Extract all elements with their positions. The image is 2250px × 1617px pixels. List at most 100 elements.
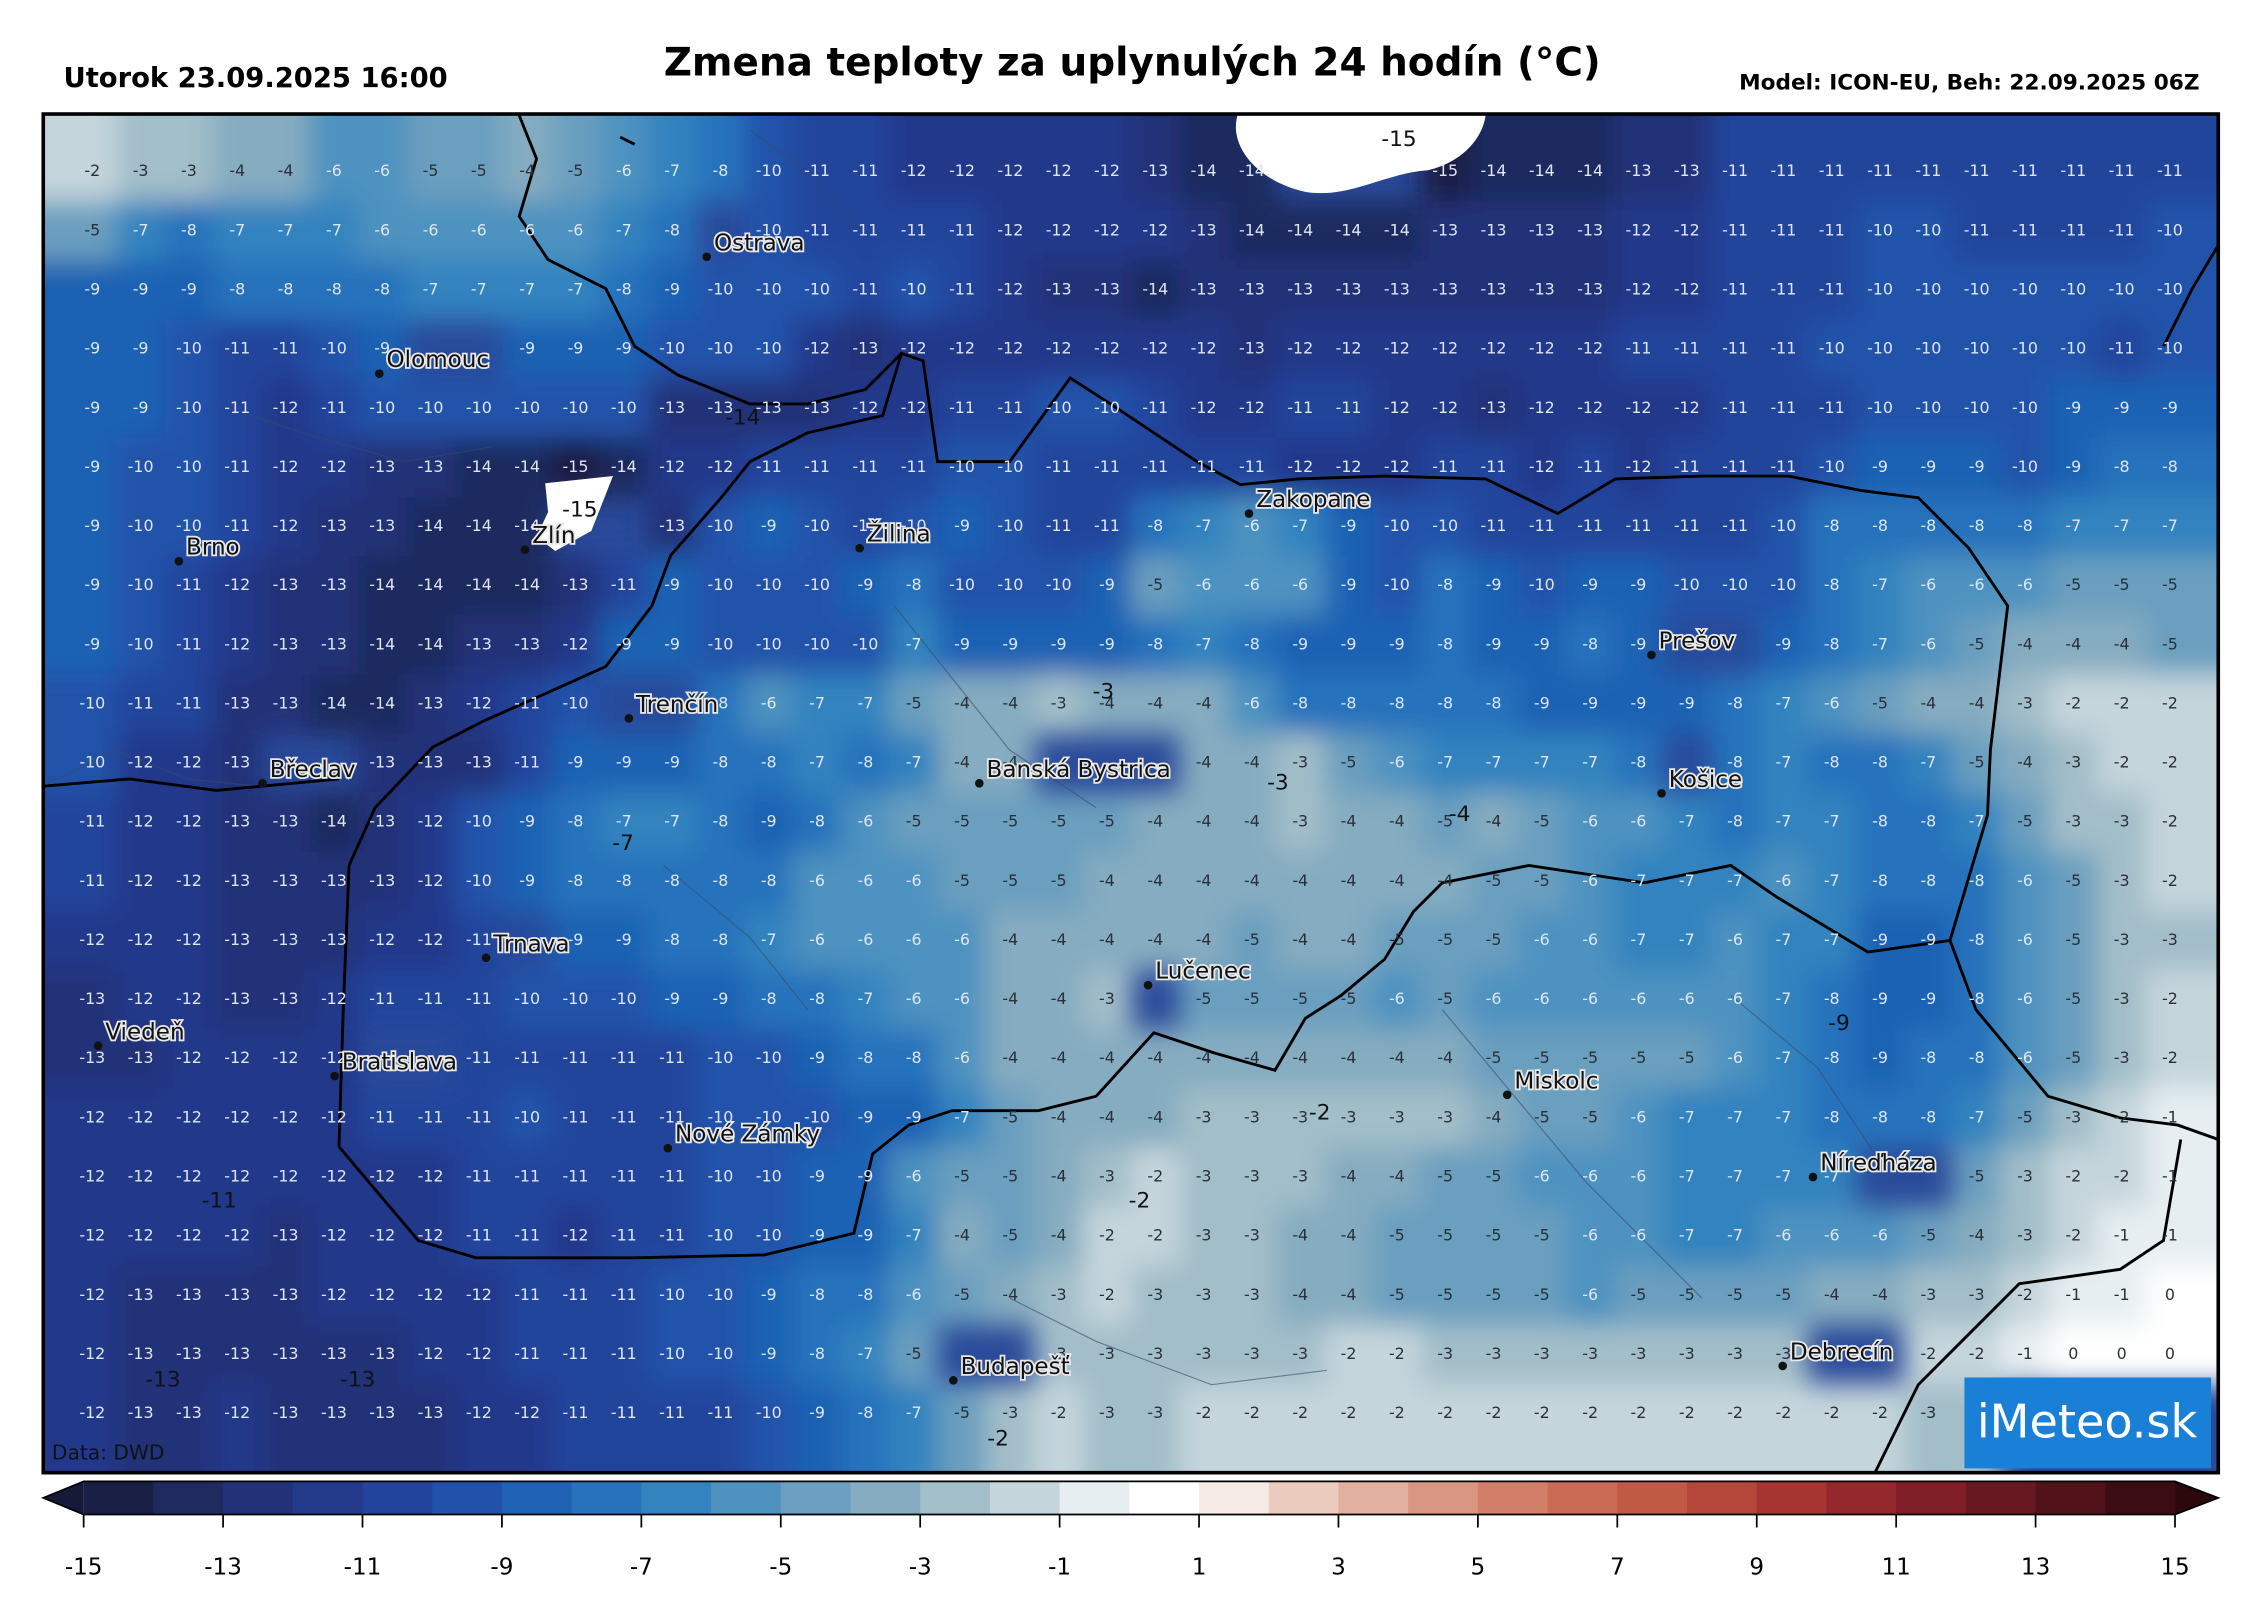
field-cell: [1614, 496, 1664, 557]
field-cell: [1324, 556, 1374, 616]
grid-value: -12: [224, 1226, 250, 1245]
field-cell: [599, 114, 649, 203]
field-cell: [1179, 260, 1229, 321]
field-cell: [1710, 733, 1760, 794]
field-cell: [1034, 319, 1084, 380]
grid-value: -10: [756, 339, 782, 358]
grid-value: -6: [1631, 812, 1647, 831]
grid-value: -13: [1674, 161, 1700, 180]
grid-value: -5: [2114, 575, 2130, 594]
grid-value: -10: [176, 516, 202, 535]
field-cell: [309, 556, 359, 616]
grid-value: -12: [563, 634, 589, 653]
field-cell: [309, 201, 359, 262]
field-cell: [1421, 1088, 1471, 1149]
field-cell: [309, 970, 359, 1030]
field-cell: [2097, 114, 2147, 203]
field-cell: [1565, 496, 1616, 557]
field-cell: [1517, 970, 1567, 1030]
grid-value: -5: [2017, 1107, 2033, 1126]
field-cell: [647, 319, 697, 380]
grid-value: -12: [466, 1344, 492, 1363]
field-cell: [2000, 1029, 2050, 1090]
field-cell: [551, 792, 601, 853]
field-cell: [2049, 556, 2099, 616]
field-cell: [647, 792, 697, 853]
grid-value: -12: [418, 1167, 444, 1186]
grid-value: -10: [756, 279, 782, 298]
grid-value: -12: [224, 1107, 250, 1126]
field-cell: [1082, 970, 1132, 1030]
field-cell: [1179, 970, 1229, 1030]
grid-value: -11: [224, 516, 250, 535]
field-cell: [744, 733, 794, 794]
grid-value: -12: [321, 1167, 347, 1186]
grid-value: -8: [181, 220, 197, 239]
field-cell: [841, 1383, 891, 1473]
field-cell: [1952, 437, 2002, 498]
grid-value: -13: [1432, 220, 1458, 239]
field-cell: [454, 496, 504, 557]
grid-value: -12: [1626, 457, 1652, 476]
field-cell: [986, 556, 1036, 616]
field-cell: [1227, 1147, 1277, 1208]
field-cell: [309, 114, 359, 203]
grid-value: -6: [1727, 1048, 1743, 1067]
city-dot: [258, 778, 267, 788]
grid-value: -8: [2017, 516, 2033, 535]
field-cell: [2000, 319, 2050, 380]
field-cell: [1517, 1206, 1567, 1267]
grid-value: -9: [857, 1226, 873, 1245]
grid-value: -10: [804, 1107, 830, 1126]
field-cell: [1082, 1206, 1132, 1267]
field-cell: [358, 851, 408, 912]
field-cell: [2097, 792, 2147, 853]
field-cell: [1227, 970, 1277, 1030]
grid-value: -2: [1920, 1344, 1936, 1363]
field-cell: [1469, 556, 1519, 616]
field-cell: [454, 201, 504, 262]
grid-value: -7: [1486, 753, 1502, 772]
grid-value: -8: [664, 871, 680, 890]
field-cell: [1662, 114, 1712, 203]
grid-value: -8: [1872, 753, 1888, 772]
field-cell: [744, 615, 794, 676]
field-cell: [116, 319, 166, 380]
grid-value: -10: [901, 516, 927, 535]
field-cell: [696, 114, 746, 203]
grid-value: -11: [949, 279, 975, 298]
grid-value: -9: [1341, 516, 1357, 535]
grid-value: -12: [418, 1226, 444, 1245]
grid-value: -11: [804, 161, 830, 180]
grid-value: -10: [1915, 339, 1941, 358]
field-cell: [1082, 1147, 1132, 1208]
grid-value: -3: [1292, 812, 1308, 831]
field-cell: [1082, 1383, 1132, 1473]
grid-value: -13: [1481, 398, 1507, 417]
field-cell: [1904, 1206, 1954, 1267]
city-dot: [93, 1041, 103, 1051]
field-cell: [1807, 1383, 1857, 1473]
grid-value: -2: [1969, 1344, 1985, 1363]
field-cell: [889, 1324, 939, 1385]
field-cell: [1179, 114, 1229, 203]
field-cell: [358, 674, 408, 735]
field-cell: [841, 201, 891, 262]
grid-value: -6: [471, 220, 487, 239]
grid-value: -11: [611, 1048, 637, 1067]
city-dot: [520, 545, 530, 554]
grid-value: -4: [1389, 812, 1405, 831]
field-cell: [503, 1147, 553, 1208]
field-cell: [213, 556, 263, 616]
grid-value: -2: [2114, 753, 2130, 772]
field-cell: [261, 260, 311, 321]
grid-value: -12: [1142, 220, 1168, 239]
grid-value: -10: [1529, 575, 1555, 594]
field-cell: [2097, 437, 2147, 498]
field-cell: [1759, 201, 1809, 262]
grid-value: -2: [2114, 693, 2130, 712]
logo: iMeteo.sk: [1977, 1395, 2198, 1449]
field-cell: [1131, 851, 1181, 912]
grid-value: -3: [1244, 1344, 1260, 1363]
colorbar-band: [1129, 1481, 1200, 1515]
